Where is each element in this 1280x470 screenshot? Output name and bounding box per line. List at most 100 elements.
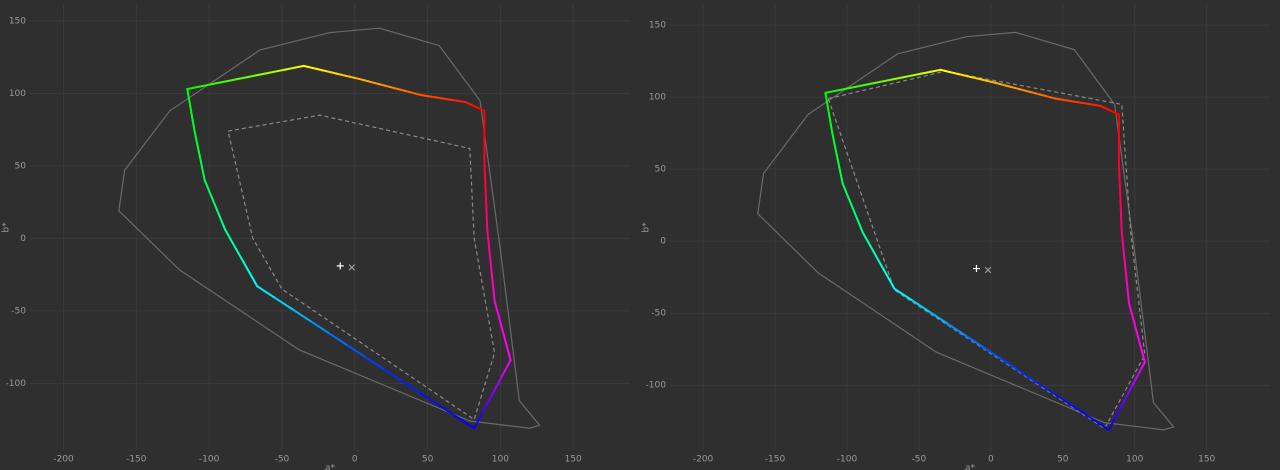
gamut-piece <box>891 76 904 81</box>
locus-outline <box>118 27 541 429</box>
x-tick-label: -150 <box>765 455 786 465</box>
gamut-edge <box>994 81 1057 100</box>
gamut-edge <box>358 77 422 96</box>
gamut-edge <box>473 359 512 430</box>
gamut-piece <box>910 72 923 77</box>
gamut-piece <box>1036 381 1057 396</box>
gamut-edge <box>1117 162 1123 234</box>
x-tick-label: 0 <box>988 455 994 465</box>
gamut-edge <box>203 179 227 231</box>
gamut-piece <box>1125 389 1131 397</box>
gamut-edge <box>861 231 896 290</box>
white-point <box>984 266 992 274</box>
white-point <box>972 265 980 273</box>
gamut-edge <box>939 68 997 84</box>
gamut-piece <box>476 415 482 424</box>
x-tick-label: 150 <box>565 455 582 465</box>
gamut-piece <box>506 359 512 367</box>
gamut-piece <box>1131 378 1137 386</box>
gamut-edge <box>1054 97 1102 107</box>
x-tick-label: 150 <box>1198 455 1215 465</box>
gamut-piece <box>437 403 458 418</box>
x-tick-label: 0 <box>352 455 358 465</box>
gamut-piece <box>256 285 277 300</box>
gamut-piece <box>881 78 894 83</box>
gamut-piece <box>455 415 476 430</box>
gamut-piece <box>1110 417 1116 426</box>
gamut-edge <box>831 133 844 185</box>
gamut-piece <box>488 393 494 401</box>
gamut-piece <box>500 370 506 379</box>
gamut-piece <box>824 89 836 94</box>
gamut-piece <box>494 381 500 390</box>
gamut-piece <box>911 299 932 314</box>
gamut-piece <box>833 88 846 92</box>
y-tick-label: -100 <box>6 379 27 389</box>
y-tick-label: 0 <box>20 234 26 244</box>
gamut-piece <box>947 322 967 337</box>
gamut-piece <box>195 84 208 89</box>
gamut-edge <box>256 285 476 430</box>
gamut-piece <box>479 410 485 418</box>
gamut-piece <box>1018 370 1039 384</box>
gamut-piece <box>234 76 247 81</box>
gamut-piece <box>293 64 305 69</box>
gamut-piece <box>485 398 491 407</box>
x-tick-label: -100 <box>199 455 220 465</box>
gamut-piece <box>1128 383 1134 392</box>
y-tick-label: 150 <box>649 21 666 31</box>
gamut-piece <box>1089 417 1110 431</box>
gamut-piece <box>382 368 403 382</box>
gamut-piece <box>1107 423 1113 431</box>
gamut-piece <box>400 379 421 394</box>
gamut-piece <box>1122 394 1128 403</box>
gamut-piece <box>274 297 295 311</box>
gamut-piece <box>503 364 509 373</box>
gamut-edge <box>419 93 467 104</box>
gamut-edge <box>893 287 1110 431</box>
x-axis-label: a* <box>325 464 336 470</box>
gamut-edge <box>483 159 489 231</box>
gamut-piece <box>1054 393 1075 408</box>
gamut-piece <box>215 80 228 85</box>
gamut-piece <box>1116 406 1122 414</box>
x-tick-label: -150 <box>126 455 147 465</box>
gamut-piece <box>205 82 218 87</box>
gamut-edge <box>1107 361 1146 431</box>
gamut-piece <box>1072 405 1092 420</box>
y-tick-label: 150 <box>9 16 26 26</box>
white-point <box>336 262 344 270</box>
gamut-piece <box>1113 411 1119 420</box>
gamut-piece <box>482 404 488 413</box>
x-tick-label: -200 <box>693 455 714 465</box>
gamut-piece <box>964 334 985 349</box>
gamut-piece <box>283 66 296 71</box>
gamut-edge <box>1120 231 1130 305</box>
gamut-piece <box>843 86 856 91</box>
gamut-piece <box>186 86 198 91</box>
gamut-piece <box>364 356 385 371</box>
gamut-piece <box>491 387 497 396</box>
gamut-piece <box>292 308 313 323</box>
reference-gamut <box>227 114 496 421</box>
gamut-edge <box>841 182 864 234</box>
gamut-piece <box>497 376 503 384</box>
gamut-piece <box>1000 358 1021 373</box>
y-tick-label: -100 <box>646 381 667 391</box>
gamut-piece <box>1137 366 1143 375</box>
gamut-piece <box>473 421 479 430</box>
y-axis-label: b* <box>2 222 12 233</box>
gamut-edge <box>464 101 486 112</box>
gamut-piece <box>263 70 276 75</box>
gamut-piece <box>244 74 257 79</box>
gamut-piece <box>920 70 932 75</box>
x-tick-label: 50 <box>1057 455 1069 465</box>
gamut-edge <box>186 64 305 91</box>
gamut-edge <box>824 68 942 94</box>
gamut-piece <box>346 344 367 359</box>
gamut-edge <box>224 228 259 288</box>
gamut-piece <box>1119 400 1125 409</box>
gamut-piece <box>872 80 884 85</box>
gamut-edge <box>486 228 496 302</box>
